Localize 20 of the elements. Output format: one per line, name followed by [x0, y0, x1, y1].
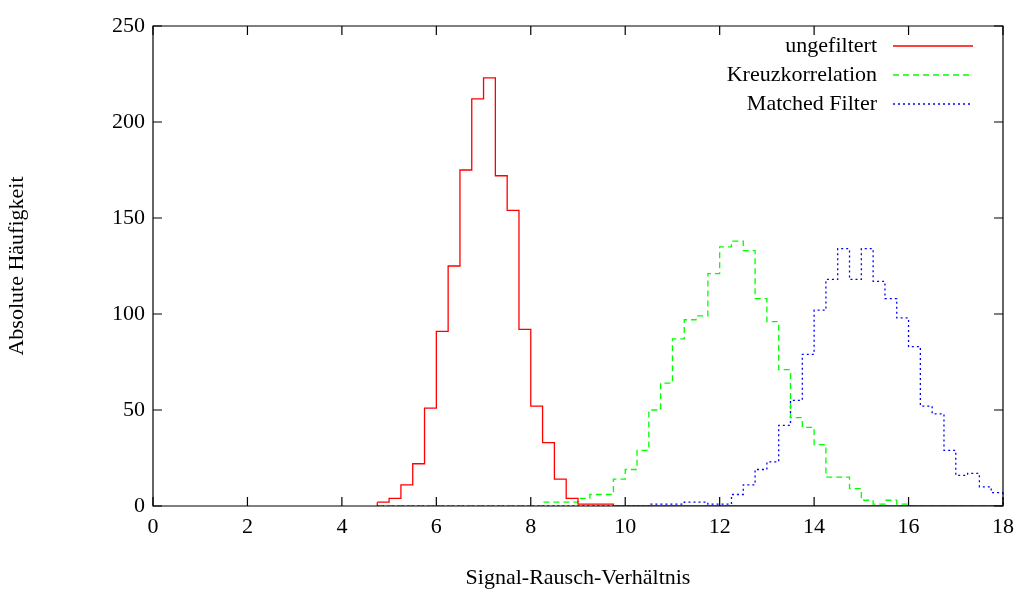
legend-label: Matched Filter: [746, 89, 878, 115]
y-tick-label: 50: [123, 395, 145, 421]
x-tick-label: 10: [614, 512, 637, 538]
y-tick-label: 150: [112, 203, 145, 229]
x-tick-label: 18: [992, 512, 1014, 538]
x-tick-label: 8: [525, 512, 537, 538]
x-tick-label: 6: [430, 512, 442, 538]
legend-label: Kreuzkorrelation: [726, 60, 877, 86]
y-tick-label: 200: [112, 107, 145, 133]
x-tick-label: 4: [336, 512, 348, 538]
x-tick-label: 14: [803, 512, 826, 538]
y-tick-label: 100: [112, 299, 145, 325]
x-tick-label: 2: [241, 512, 253, 538]
legend-label: ungefiltert: [785, 31, 877, 57]
x-tick-label: 16: [897, 512, 920, 538]
y-axis-title: Absolute Häufigkeit: [2, 176, 28, 356]
x-tick-label: 12: [708, 512, 731, 538]
y-tick-label: 250: [112, 11, 145, 37]
x-axis-title: Signal-Rausch-Verhältnis: [465, 563, 691, 589]
y-tick-label: 0: [134, 491, 145, 517]
